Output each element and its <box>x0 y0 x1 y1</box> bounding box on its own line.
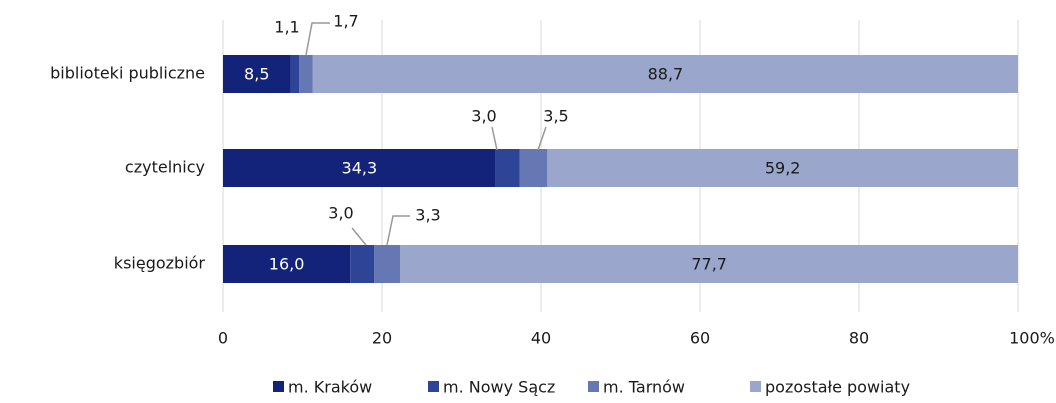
legend-swatch <box>750 381 761 392</box>
bar-segment <box>547 149 1018 187</box>
y-tick-label: księgozbiór <box>114 254 206 273</box>
leader-line <box>351 227 367 246</box>
x-tick-label: 0 <box>218 329 228 348</box>
legend-label: m. Tarnów <box>603 378 685 397</box>
x-tick-label: 40 <box>531 329 551 348</box>
y-tick-label: biblioteki publiczne <box>50 64 205 83</box>
leader-line <box>491 126 498 151</box>
legend-label: pozostałe powiaty <box>765 378 910 397</box>
bar-segment <box>519 149 548 187</box>
legend-label: m. Kraków <box>288 378 372 397</box>
bar-segment <box>299 55 313 93</box>
bar-segment <box>400 245 1018 283</box>
bar-segment <box>223 245 351 283</box>
data-label: 3,0 <box>328 204 353 223</box>
bar-segment <box>223 55 291 93</box>
bar-segment <box>495 149 520 187</box>
leader-line <box>537 126 547 151</box>
data-label: 16,0 <box>269 255 305 274</box>
data-label: 88,7 <box>648 65 684 84</box>
bar-segment <box>312 55 1019 93</box>
legend-swatch <box>428 381 439 392</box>
bar-segment <box>223 149 496 187</box>
data-label: 77,7 <box>691 255 727 274</box>
legend-label: m. Nowy Sącz <box>443 378 555 397</box>
data-label: 3,5 <box>543 107 568 126</box>
data-label: 3,0 <box>471 107 496 126</box>
x-tick-label: 20 <box>372 329 392 348</box>
bar-segment <box>350 245 375 283</box>
leader-line <box>305 22 330 56</box>
y-tick-label: czytelnicy <box>125 158 205 177</box>
legend-swatch <box>588 381 599 392</box>
data-label: 1,7 <box>333 12 358 31</box>
x-tick-label: 80 <box>849 329 869 348</box>
bar-segment <box>290 55 300 93</box>
legend-swatch <box>273 381 284 392</box>
data-label: 8,5 <box>244 65 269 84</box>
data-label: 34,3 <box>342 159 378 178</box>
bar-segment <box>374 245 401 283</box>
data-label: 59,2 <box>765 159 801 178</box>
x-tick-label: 60 <box>690 329 710 348</box>
data-label: 1,1 <box>274 18 299 37</box>
leader-line <box>386 215 410 246</box>
data-label: 3,3 <box>415 206 440 225</box>
x-tick-label: 100% <box>1009 329 1055 348</box>
